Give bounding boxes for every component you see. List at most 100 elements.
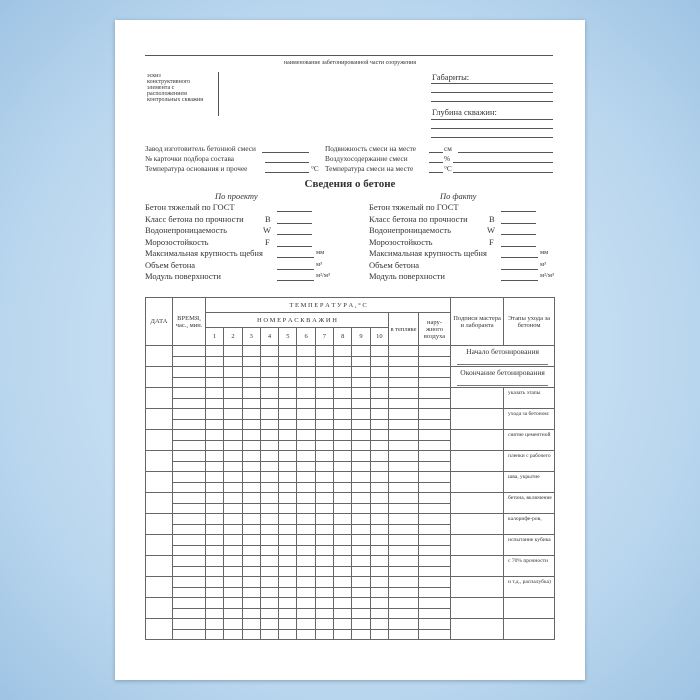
data-cell[interactable] [314, 502, 335, 514]
data-cell[interactable] [387, 586, 419, 598]
data-cell[interactable] [314, 408, 335, 420]
data-cell[interactable] [172, 502, 206, 514]
data-cell[interactable] [387, 565, 419, 577]
data-cell[interactable] [351, 597, 371, 609]
data-cell[interactable] [417, 439, 452, 451]
data-cell[interactable] [314, 376, 335, 388]
data-cell[interactable] [417, 376, 452, 388]
data-cell[interactable] [314, 429, 335, 441]
data-cell[interactable] [172, 439, 206, 451]
data-cell[interactable] [369, 429, 389, 441]
data-cell[interactable] [172, 492, 206, 504]
data-cell[interactable] [223, 481, 243, 493]
data-cell[interactable] [172, 555, 206, 567]
data-cell[interactable] [241, 523, 261, 535]
data-cell[interactable] [172, 523, 206, 535]
data-cell[interactable] [296, 555, 316, 567]
data-cell[interactable] [241, 502, 261, 514]
data-cell[interactable] [369, 597, 389, 609]
data-cell[interactable] [223, 345, 243, 357]
data-cell[interactable] [417, 408, 452, 420]
data-cell[interactable] [259, 481, 280, 493]
data-cell[interactable] [172, 597, 206, 609]
data-cell[interactable] [241, 439, 261, 451]
data-cell[interactable] [278, 429, 298, 441]
data-cell[interactable] [333, 366, 353, 378]
data-cell[interactable] [241, 418, 261, 430]
data-cell[interactable] [417, 607, 452, 619]
data-cell[interactable] [241, 355, 261, 367]
date-cell[interactable] [145, 366, 173, 388]
data-cell[interactable] [417, 397, 452, 409]
data-cell[interactable] [241, 366, 261, 378]
data-cell[interactable] [204, 502, 225, 514]
data-cell[interactable] [314, 387, 335, 399]
data-cell[interactable] [259, 387, 280, 399]
data-cell[interactable] [369, 544, 389, 556]
data-cell[interactable] [278, 481, 298, 493]
data-cell[interactable] [278, 513, 298, 525]
date-cell[interactable] [145, 387, 173, 409]
data-cell[interactable] [241, 345, 261, 357]
data-cell[interactable] [204, 586, 225, 598]
data-cell[interactable] [223, 502, 243, 514]
data-cell[interactable] [333, 576, 353, 588]
data-cell[interactable] [204, 597, 225, 609]
data-cell[interactable] [387, 513, 419, 525]
data-cell[interactable] [241, 397, 261, 409]
data-cell[interactable] [417, 586, 452, 598]
data-cell[interactable] [387, 418, 419, 430]
data-cell[interactable] [204, 523, 225, 535]
data-cell[interactable] [351, 387, 371, 399]
data-cell[interactable] [241, 628, 261, 640]
data-cell[interactable] [351, 460, 371, 472]
data-cell[interactable] [417, 460, 452, 472]
date-cell[interactable] [145, 429, 173, 451]
data-cell[interactable] [241, 408, 261, 420]
data-cell[interactable] [296, 439, 316, 451]
data-cell[interactable] [369, 534, 389, 546]
data-cell[interactable] [296, 376, 316, 388]
data-cell[interactable] [223, 376, 243, 388]
data-cell[interactable] [278, 418, 298, 430]
data-cell[interactable] [204, 618, 225, 630]
data-cell[interactable] [223, 397, 243, 409]
data-cell[interactable] [417, 502, 452, 514]
data-cell[interactable] [369, 366, 389, 378]
data-cell[interactable] [351, 565, 371, 577]
data-cell[interactable] [351, 586, 371, 598]
data-cell[interactable] [278, 397, 298, 409]
data-cell[interactable] [172, 481, 206, 493]
data-cell[interactable] [172, 460, 206, 472]
data-cell[interactable] [369, 502, 389, 514]
data-cell[interactable] [314, 397, 335, 409]
data-cell[interactable] [314, 345, 335, 357]
data-cell[interactable] [259, 439, 280, 451]
data-cell[interactable] [259, 376, 280, 388]
data-cell[interactable] [241, 471, 261, 483]
data-cell[interactable] [351, 618, 371, 630]
data-cell[interactable] [417, 450, 452, 462]
data-cell[interactable] [333, 355, 353, 367]
data-cell[interactable] [296, 534, 316, 546]
data-cell[interactable] [296, 460, 316, 472]
data-cell[interactable] [241, 376, 261, 388]
data-cell[interactable] [417, 523, 452, 535]
data-cell[interactable] [259, 618, 280, 630]
data-cell[interactable] [314, 366, 335, 378]
data-cell[interactable] [259, 408, 280, 420]
data-cell[interactable] [172, 366, 206, 378]
data-cell[interactable] [351, 376, 371, 388]
data-cell[interactable] [369, 450, 389, 462]
data-cell[interactable] [278, 387, 298, 399]
data-cell[interactable] [387, 523, 419, 535]
data-cell[interactable] [369, 345, 389, 357]
data-cell[interactable] [296, 345, 316, 357]
data-cell[interactable] [278, 555, 298, 567]
data-cell[interactable] [351, 355, 371, 367]
data-cell[interactable] [259, 523, 280, 535]
data-cell[interactable] [204, 607, 225, 619]
data-cell[interactable] [314, 628, 335, 640]
data-cell[interactable] [296, 492, 316, 504]
data-cell[interactable] [259, 586, 280, 598]
